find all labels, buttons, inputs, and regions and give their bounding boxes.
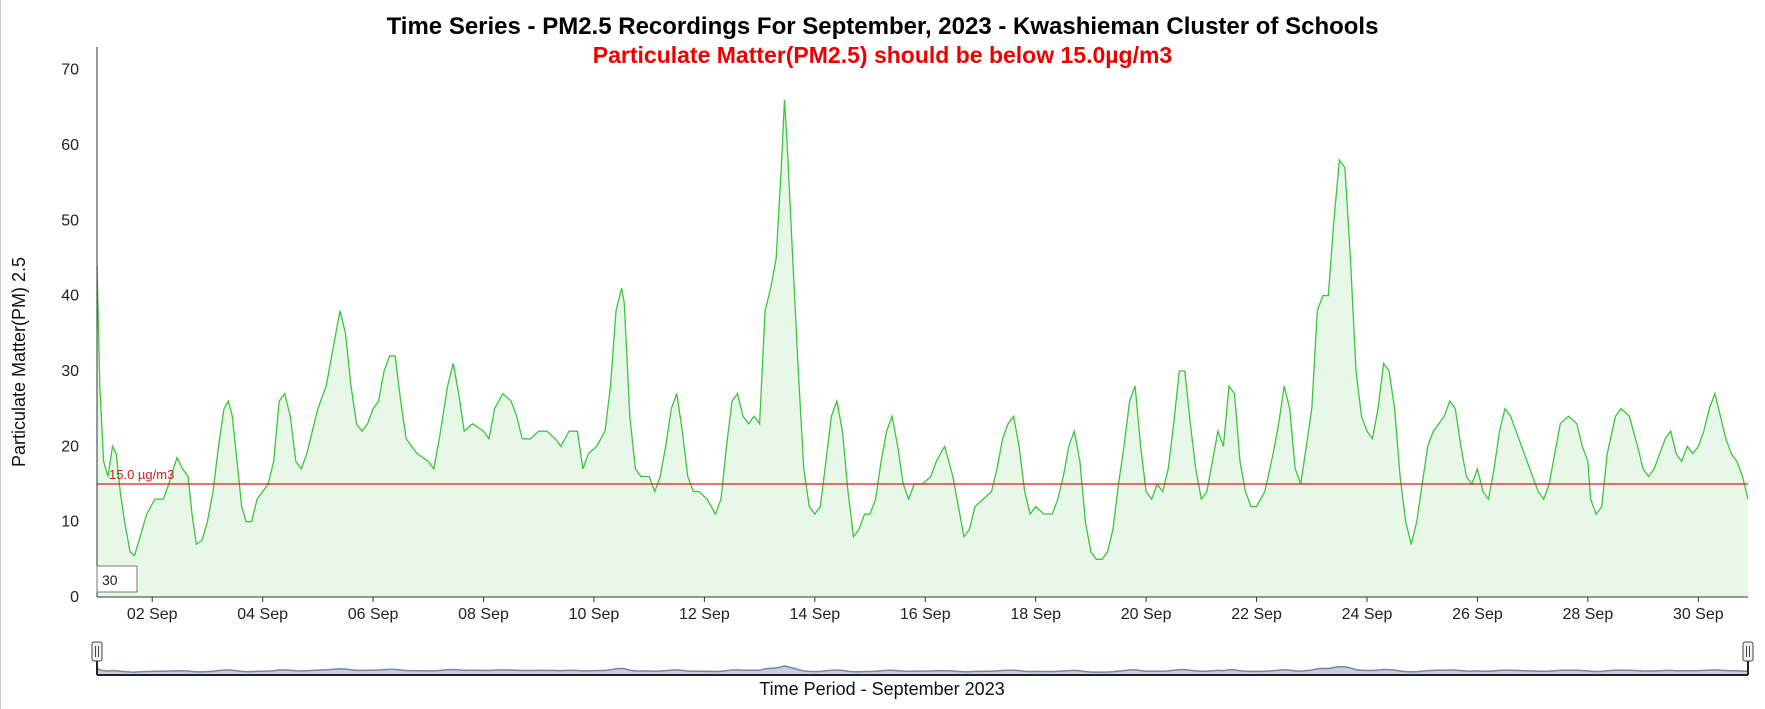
y-tick-label: 0 (70, 589, 79, 606)
y-tick-label: 10 (61, 514, 79, 531)
rolling-window-value: 30 (102, 572, 118, 588)
y-tick-label: 60 (61, 137, 79, 154)
chart-subtitle: Particulate Matter(PM2.5) should be belo… (592, 42, 1173, 68)
y-tick-label: 30 (61, 363, 79, 380)
x-tick-label: 08 Sep (458, 606, 509, 623)
x-tick-label: 04 Sep (237, 606, 288, 623)
chart-title: Time Series - PM2.5 Recordings For Septe… (386, 13, 1379, 40)
handle-grip[interactable] (91, 641, 103, 662)
x-tick-label: 16 Sep (900, 606, 951, 623)
x-axis-title: Time Period - September 2023 (759, 679, 1004, 699)
x-tick-label: 20 Sep (1121, 606, 1172, 623)
plot-area[interactable]: 15.0 µg/m3 (96, 47, 1749, 597)
navigator-left-handle[interactable] (91, 641, 103, 662)
y-tick-label: 20 (61, 438, 79, 455)
x-tick-label: 28 Sep (1563, 606, 1614, 623)
handle-grip[interactable] (1742, 641, 1754, 662)
y-tick-label: 40 (61, 288, 79, 305)
x-tick-label: 22 Sep (1231, 606, 1282, 623)
y-tick-label: 50 (61, 212, 79, 229)
x-tick-label: 30 Sep (1673, 606, 1724, 623)
x-tick-label: 10 Sep (569, 606, 620, 623)
x-tick-label: 06 Sep (348, 606, 399, 623)
x-tick-label: 26 Sep (1452, 606, 1503, 623)
y-tick-label: 70 (61, 62, 79, 79)
threshold-label: 15.0 µg/m3 (109, 467, 174, 482)
rolling-window-box[interactable]: 30 (96, 565, 138, 593)
y-axis-title: Particulate Matter(PM) 2.5 (9, 257, 29, 467)
x-axis: 02 Sep 04 Sep 06 Sep 08 Sep 10 Sep 12 Sep 14 S… (97, 596, 1748, 623)
x-tick-label: 18 Sep (1010, 606, 1061, 623)
x-tick-label: 14 Sep (789, 606, 840, 623)
frame-left-border (0, 0, 1, 709)
x-tick-label: 02 Sep (127, 606, 178, 623)
x-tick-label: 24 Sep (1342, 606, 1393, 623)
navigator[interactable] (91, 641, 1754, 676)
navigator-area (97, 665, 1748, 675)
x-tick-label: 12 Sep (679, 606, 730, 623)
navigator-line (96, 665, 1749, 673)
y-axis-ticks: 0 10 20 30 40 50 60 70 (61, 62, 79, 606)
navigator-right-handle[interactable] (1742, 641, 1754, 662)
series-area (97, 99, 1748, 597)
